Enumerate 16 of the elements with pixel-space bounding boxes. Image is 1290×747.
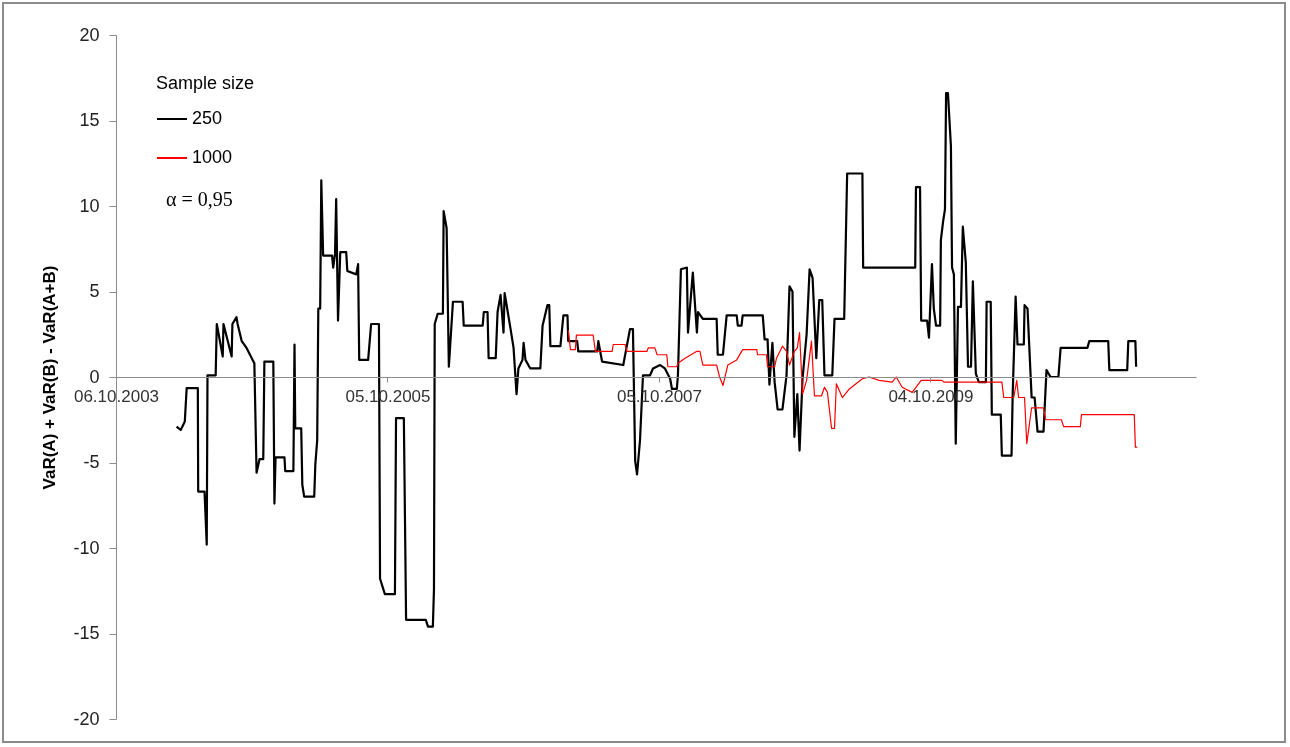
y-tick-label: -5 [83,452,100,472]
y-tick-label: 0 [89,366,100,387]
y-tick-label: -20 [73,708,100,729]
annotation: α = 0,95 [166,188,233,210]
legend-title: Sample size [156,73,255,93]
line-series [567,329,1138,448]
y-tick-label: 15 [79,110,100,130]
legend-label: 1000 [192,147,233,167]
y-tick-label: 20 [79,24,100,45]
y-tick-label: 10 [79,195,100,216]
y-tick-label: 5 [89,281,100,301]
y-tick-label: -10 [73,537,100,558]
y-tick-label: -15 [73,623,100,643]
line-series [175,92,1138,628]
y-axis-title: VaR(A) + VaR(B) - VaR(A+B) [40,265,60,490]
legend-label: 250 [192,108,223,128]
